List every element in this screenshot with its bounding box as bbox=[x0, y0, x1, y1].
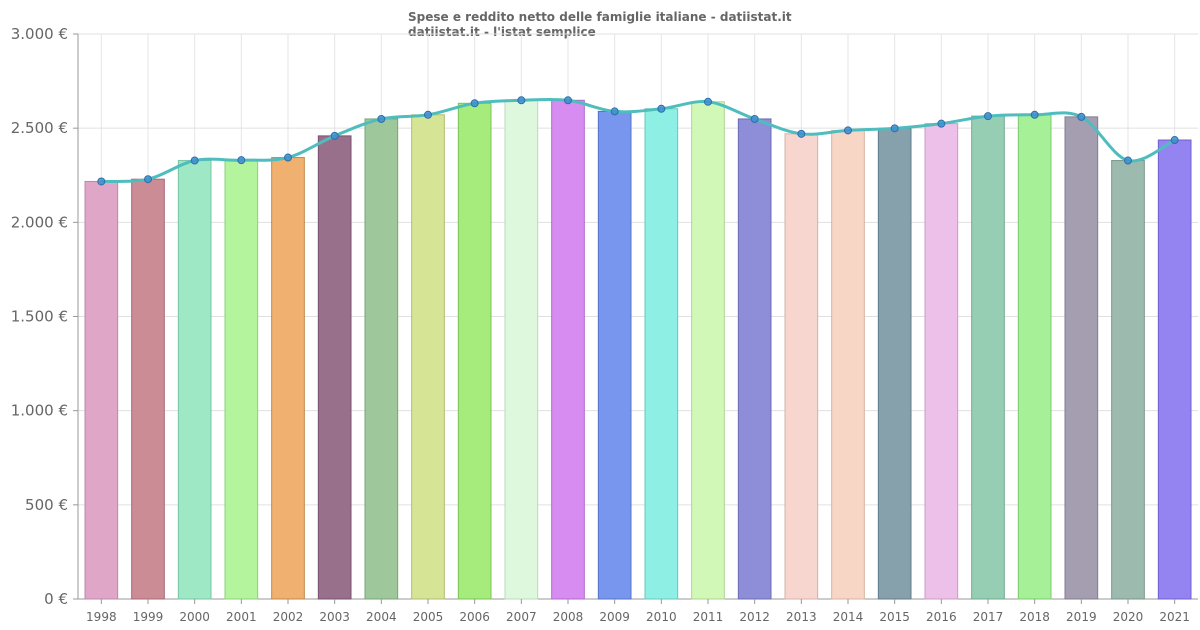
bar bbox=[224, 159, 259, 600]
trend-point bbox=[1077, 112, 1086, 121]
trend-point bbox=[984, 112, 992, 121]
bar bbox=[1017, 114, 1052, 600]
bar bbox=[644, 108, 679, 600]
bar bbox=[1111, 160, 1145, 600]
x-tick-label: 2001 bbox=[226, 610, 257, 624]
bar bbox=[971, 115, 1005, 600]
x-tick-label: 2007 bbox=[506, 610, 537, 624]
x-tick-label: 2014 bbox=[833, 610, 864, 624]
y-tick-label: 1.500 € bbox=[11, 308, 68, 326]
x-tick-label: 2002 bbox=[273, 610, 304, 624]
x-tick-label: 2004 bbox=[366, 610, 397, 624]
y-tick-label: 3.000 € bbox=[11, 25, 68, 43]
x-tick-label: 2011 bbox=[693, 610, 724, 624]
bar bbox=[411, 114, 445, 600]
x-tick-label: 2008 bbox=[553, 610, 584, 624]
bar bbox=[504, 99, 539, 600]
x-tick-label: 2019 bbox=[1066, 610, 1097, 624]
trend-point bbox=[704, 97, 712, 106]
bar bbox=[317, 135, 352, 600]
trend-point bbox=[424, 110, 432, 119]
trend-point bbox=[284, 153, 292, 162]
bar bbox=[597, 110, 632, 600]
x-tick-label: 2003 bbox=[319, 610, 350, 624]
chart-subtitle: datiistat.it - l'istat semplice bbox=[408, 25, 596, 39]
x-tick-label: 2005 bbox=[413, 610, 444, 624]
x-tick-label: 1998 bbox=[86, 610, 117, 624]
trend-point bbox=[890, 124, 899, 133]
x-tick-label: 2020 bbox=[1113, 610, 1144, 624]
trend-point bbox=[144, 175, 152, 184]
y-tick-label: 0 € bbox=[44, 590, 68, 608]
bar bbox=[84, 180, 119, 600]
trend-point bbox=[1170, 136, 1179, 145]
trend-point bbox=[844, 126, 852, 135]
bar bbox=[457, 102, 492, 600]
trend-point bbox=[1030, 110, 1039, 119]
trend-point bbox=[1124, 156, 1132, 165]
bar bbox=[271, 157, 305, 600]
x-tick-label: 2000 bbox=[179, 610, 210, 624]
bar bbox=[737, 118, 772, 600]
bar bbox=[831, 129, 865, 600]
trend-point bbox=[470, 99, 479, 108]
x-tick-label: 2009 bbox=[599, 610, 630, 624]
trend-point bbox=[517, 96, 526, 105]
y-tick-label: 500 € bbox=[25, 496, 68, 514]
y-tick-label: 1.000 € bbox=[11, 402, 68, 420]
x-tick-label: 2016 bbox=[926, 610, 957, 624]
x-tick-label: 2015 bbox=[879, 610, 910, 624]
trend-line bbox=[101, 97, 1176, 184]
trend-point bbox=[190, 156, 199, 165]
trend-point bbox=[937, 119, 946, 128]
x-tick-label: 2006 bbox=[459, 610, 490, 624]
y-tick-label: 2.000 € bbox=[11, 213, 68, 231]
x-tick-label: 1999 bbox=[133, 610, 164, 624]
bar bbox=[1157, 139, 1192, 600]
trend-point bbox=[377, 114, 386, 123]
trend-point bbox=[610, 107, 619, 116]
bar bbox=[177, 160, 212, 600]
x-tick-label: 2018 bbox=[1019, 610, 1050, 624]
bar bbox=[924, 123, 959, 600]
x-tick-label: 2010 bbox=[646, 610, 677, 624]
trend-point bbox=[237, 156, 246, 165]
bar bbox=[691, 101, 725, 600]
chart-title: Spese e reddito netto delle famiglie ita… bbox=[408, 10, 792, 24]
trend-point bbox=[564, 96, 572, 105]
bar bbox=[551, 99, 585, 600]
bar bbox=[364, 118, 399, 600]
trend-point bbox=[797, 129, 806, 138]
x-tick-label: 2021 bbox=[1159, 610, 1190, 624]
trend-point bbox=[750, 114, 759, 123]
x-tick-label: 2012 bbox=[739, 610, 770, 624]
bar bbox=[877, 127, 912, 600]
bar bbox=[131, 178, 165, 600]
trend-point bbox=[97, 177, 106, 186]
y-tick-label: 2.500 € bbox=[11, 119, 68, 137]
x-tick-label: 2017 bbox=[973, 610, 1004, 624]
bar bbox=[1064, 116, 1099, 600]
x-tick-label: 2013 bbox=[786, 610, 817, 624]
bar bbox=[784, 133, 819, 600]
trend-point bbox=[330, 131, 339, 140]
trend-point bbox=[657, 104, 666, 113]
